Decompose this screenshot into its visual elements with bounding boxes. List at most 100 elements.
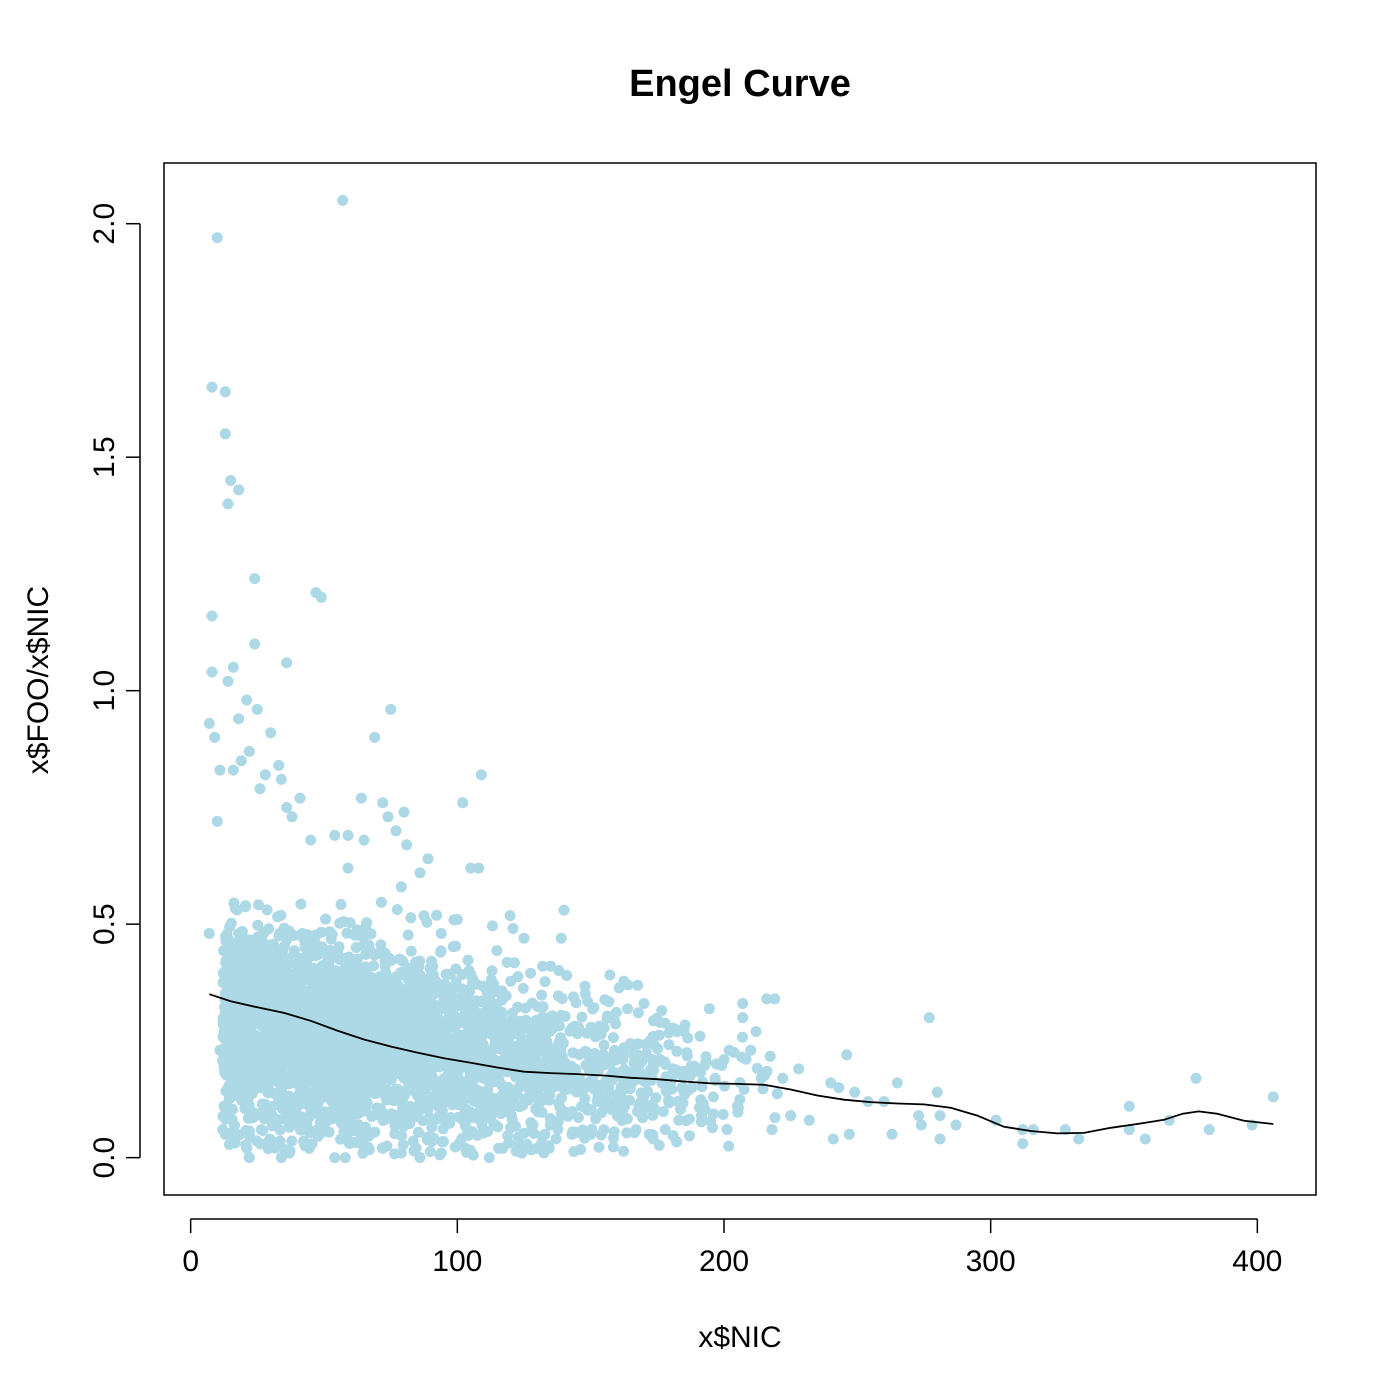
data-point bbox=[1139, 1133, 1151, 1145]
cloud-point bbox=[449, 996, 461, 1008]
cloud-point bbox=[269, 994, 281, 1006]
data-point bbox=[673, 1114, 685, 1126]
cloud-point bbox=[474, 996, 486, 1008]
cloud-point bbox=[609, 1044, 621, 1056]
cloud-point bbox=[574, 1072, 585, 1084]
cloud-point bbox=[251, 1061, 263, 1073]
data-point bbox=[1123, 1124, 1135, 1136]
cloud-point bbox=[342, 988, 354, 1000]
cloud-point bbox=[397, 1102, 409, 1113]
cloud-point bbox=[238, 1073, 250, 1084]
cloud-point bbox=[219, 1001, 231, 1013]
cloud-point bbox=[414, 1011, 426, 1023]
cloud-point bbox=[293, 974, 304, 986]
cloud-point bbox=[547, 1044, 559, 1056]
cloud-point bbox=[501, 956, 513, 968]
cloud-point bbox=[652, 1043, 664, 1055]
cloud-point bbox=[385, 1003, 397, 1015]
cloud-point bbox=[261, 904, 273, 916]
cloud-point bbox=[362, 1141, 374, 1153]
cloud-point bbox=[408, 1026, 420, 1038]
cloud-point bbox=[671, 1045, 683, 1057]
data-point bbox=[486, 965, 498, 977]
data-point bbox=[395, 881, 407, 893]
cloud-point bbox=[435, 945, 447, 957]
cloud-point bbox=[411, 1067, 423, 1079]
cloud-point bbox=[751, 1062, 763, 1074]
cloud-point bbox=[590, 1113, 602, 1125]
x-tick-label: 200 bbox=[699, 1245, 749, 1278]
cloud-point bbox=[638, 1091, 650, 1103]
cloud-point bbox=[289, 992, 301, 1004]
data-point bbox=[707, 1091, 719, 1103]
data-point bbox=[414, 867, 426, 879]
cloud-point bbox=[227, 983, 239, 995]
cloud-point bbox=[572, 1112, 584, 1123]
cloud-point bbox=[703, 1003, 715, 1015]
cloud-point bbox=[334, 1076, 346, 1088]
data-point bbox=[1027, 1124, 1039, 1136]
cloud-point bbox=[598, 1039, 610, 1051]
cloud-point bbox=[306, 1007, 318, 1019]
data-point bbox=[214, 764, 226, 776]
data-point bbox=[555, 932, 567, 944]
cloud-point bbox=[288, 930, 300, 941]
cloud-point bbox=[410, 1102, 422, 1114]
cloud-point bbox=[498, 1054, 510, 1066]
cloud-point bbox=[652, 1055, 664, 1067]
cloud-point bbox=[381, 1094, 393, 1106]
cloud-point bbox=[375, 939, 387, 951]
cloud-point bbox=[229, 902, 241, 914]
data-point bbox=[934, 1110, 946, 1122]
cloud-point bbox=[253, 899, 264, 911]
cloud-point bbox=[352, 1119, 364, 1131]
cloud-point bbox=[621, 1127, 633, 1139]
cloud-point bbox=[537, 1001, 549, 1013]
plot-frame bbox=[163, 162, 1317, 1196]
y-axis: 0.0 0.5 1.0 1.5 2.0 bbox=[88, 203, 141, 1179]
cloud-point bbox=[351, 1020, 363, 1031]
cloud-point bbox=[303, 1090, 315, 1102]
data-point bbox=[766, 1124, 778, 1136]
cloud-point bbox=[491, 945, 503, 957]
cloud-point bbox=[342, 1076, 354, 1088]
cloud-point bbox=[632, 1060, 644, 1072]
cloud-point bbox=[536, 989, 548, 1001]
cloud-point bbox=[394, 953, 406, 965]
cloud-point bbox=[723, 1140, 735, 1152]
cloud-point bbox=[543, 1083, 555, 1095]
cloud-point bbox=[672, 1096, 684, 1107]
data-point bbox=[558, 904, 570, 916]
data-point bbox=[849, 1086, 861, 1098]
cloud-point bbox=[578, 1081, 590, 1092]
data-point bbox=[745, 1044, 757, 1056]
cloud-point bbox=[395, 1019, 407, 1031]
cloud-point bbox=[386, 1068, 398, 1080]
data-point bbox=[227, 661, 239, 673]
cloud-point bbox=[220, 956, 232, 968]
cloud-point bbox=[525, 967, 537, 979]
cloud-point bbox=[313, 987, 325, 998]
cloud-point bbox=[335, 1117, 347, 1129]
data-point bbox=[659, 1124, 671, 1136]
cloud-point bbox=[480, 1026, 492, 1038]
data-point bbox=[694, 1030, 706, 1042]
data-point bbox=[833, 1082, 845, 1094]
cloud-point bbox=[248, 1008, 260, 1020]
data-point bbox=[342, 862, 354, 874]
data-point bbox=[395, 1147, 407, 1159]
x-axis-label: x$NIC bbox=[698, 1321, 781, 1354]
data-point bbox=[630, 1124, 642, 1136]
cloud-point bbox=[315, 926, 327, 938]
cloud-point bbox=[330, 1027, 341, 1039]
cloud-point bbox=[261, 943, 273, 955]
data-point bbox=[827, 1133, 839, 1145]
cloud-point bbox=[632, 1007, 644, 1019]
cloud-point bbox=[374, 1004, 386, 1016]
cloud-point bbox=[335, 1093, 347, 1105]
cloud-point bbox=[591, 1061, 603, 1073]
cloud-point bbox=[528, 1073, 540, 1085]
cloud-point bbox=[538, 1092, 549, 1104]
cloud-point bbox=[217, 1110, 229, 1122]
